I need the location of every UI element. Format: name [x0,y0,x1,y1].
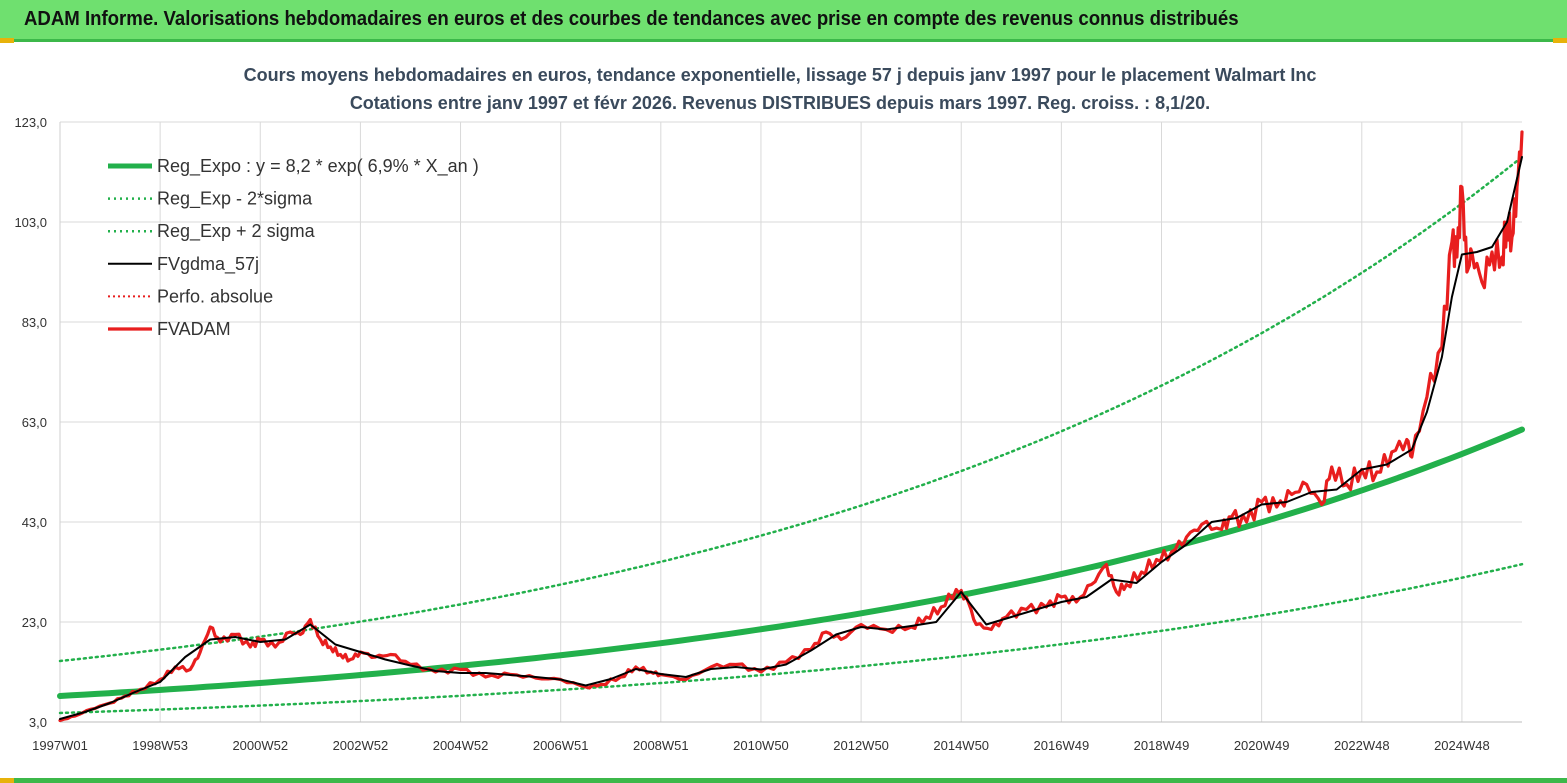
y-tick-label: 43,0 [22,515,47,530]
y-tick-label: 103,0 [14,215,47,230]
legend-label: Reg_Expo : y = 8,2 * exp( 6,9% * X_an ) [157,156,479,177]
trend-chart: Cours moyens hebdomadaires en euros, ten… [14,65,1525,753]
legend: Reg_Expo : y = 8,2 * exp( 6,9% * X_an ) R… [108,156,479,339]
x-axis-ticks: 1997W01 1998W53 2000W52 2002W52 2004W52 2006W… [32,738,1490,753]
legend-label: Reg_Exp + 2 sigma [157,221,316,242]
x-tick-label: 1997W01 [32,738,88,753]
bottom-border [0,778,1567,783]
legend-label: Reg_Exp - 2*sigma [157,189,313,210]
x-tick-label: 2004W52 [433,738,489,753]
report-title: ADAM Informe. Valorisations hebdomadaire… [24,8,1239,30]
chart-subtitle: Cotations entre janv 1997 et févr 2026. … [350,93,1210,113]
x-tick-label: 2018W49 [1134,738,1190,753]
x-tick-label: 2012W50 [833,738,889,753]
y-tick-label: 83,0 [22,315,47,330]
x-tick-label: 2024W48 [1434,738,1490,753]
x-tick-label: 2002W52 [333,738,389,753]
x-tick-label: 2010W50 [733,738,789,753]
series-lines [57,130,1525,723]
grid-lines [59,121,1522,723]
x-tick-label: 2016W49 [1034,738,1090,753]
x-tick-label: 1998W53 [132,738,188,753]
series-line-1 [58,562,1524,715]
report-banner: ADAM Informe. Valorisations hebdomadaire… [0,0,1567,42]
legend-label: FVgdma_57j [157,254,259,275]
y-tick-label: 3,0 [29,715,47,730]
y-tick-label: 123,0 [14,115,47,130]
x-tick-label: 2014W50 [933,738,989,753]
legend-label: Perfo. absolue [157,286,273,306]
chart-title: Cours moyens hebdomadaires en euros, ten… [244,65,1317,85]
legend-label: FVADAM [157,319,231,339]
x-tick-label: 2006W51 [533,738,589,753]
series-line-3 [59,156,1523,720]
chart-area: Cours moyens hebdomadaires en euros, ten… [0,45,1567,783]
x-tick-label: 2022W48 [1334,738,1390,753]
y-axis-ticks: 3,0 23,0 43,0 63,0 83,0 103,0 123,0 [14,115,47,730]
banner-accent-right [1553,38,1567,43]
y-tick-label: 63,0 [22,415,47,430]
x-tick-label: 2000W52 [232,738,288,753]
bottom-accent [0,778,14,783]
x-tick-label: 2020W49 [1234,738,1290,753]
y-tick-label: 23,0 [22,615,47,630]
banner-accent-left [0,38,14,43]
series-line-0 [57,426,1525,699]
x-tick-label: 2008W51 [633,738,689,753]
